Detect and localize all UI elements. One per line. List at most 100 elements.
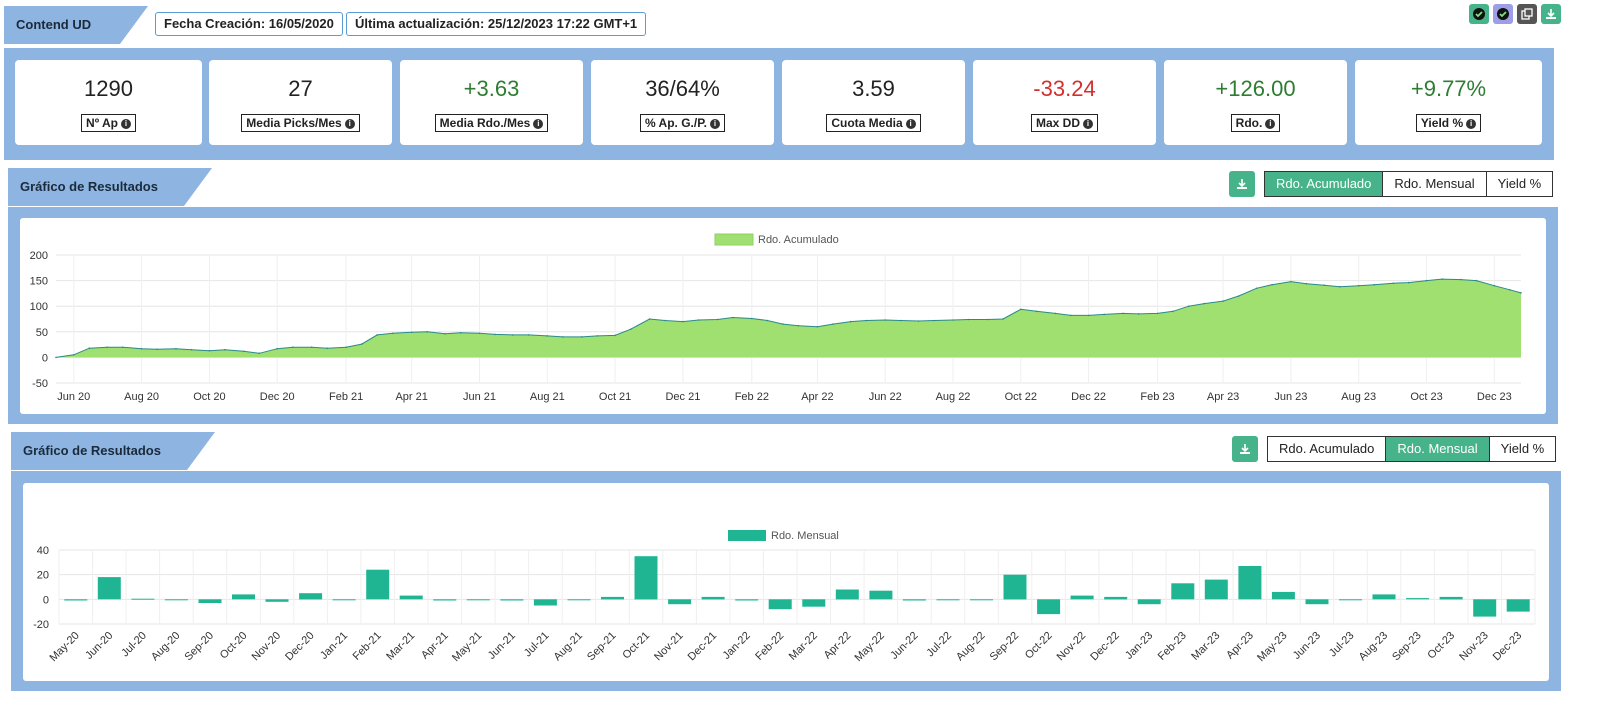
bar [1003,574,1027,600]
info-icon[interactable]: i [344,118,355,129]
data-point [782,323,784,325]
x-tick-label: Jun 20 [57,391,90,403]
data-point [952,319,954,321]
stat-label[interactable]: Cuota Media i [826,114,921,132]
x-tick-label: Aug 20 [124,391,159,403]
bar [1070,595,1094,600]
section-title-tab: Gráfico de Resultados [11,432,215,470]
x-tick-label: Jun-21 [486,630,518,662]
data-point [106,346,108,348]
bar [1439,596,1463,600]
info-icon[interactable]: i [1083,118,1093,129]
bar [1104,596,1128,600]
stat-value: +3.63 [463,76,520,101]
data-point [986,318,989,321]
info-icon[interactable]: i [1265,118,1276,129]
x-tick-label: Jul-23 [1327,630,1357,660]
bar [1372,594,1396,600]
legend-label: Rdo. Acumulado [758,234,839,246]
x-tick-label: Aug 22 [936,391,971,403]
stat-label[interactable]: Yield % i [1415,114,1482,132]
data-point [1002,318,1004,320]
rdo-mensual-button[interactable]: Rdo. Mensual [1382,172,1486,196]
y-tick-label: 50 [36,327,48,339]
copy-icon[interactable] [1517,4,1537,24]
data-point [1070,314,1072,317]
data-point [546,335,549,337]
yield-button[interactable]: Yield % [1488,437,1556,461]
download-chart-button[interactable] [1232,436,1258,462]
data-point [1137,313,1140,315]
bar [1238,566,1262,600]
x-tick-label: Mar-23 [1189,630,1222,663]
stat-label[interactable]: Max DD i [1030,114,1098,132]
y-tick-label: 20 [37,570,49,582]
rdo-acumulado-button[interactable]: Rdo. Acumulado [1265,172,1383,196]
data-point [865,319,868,322]
bar [835,589,859,600]
yield-button[interactable]: Yield % [1485,172,1553,196]
stat-value: +9.77% [1410,76,1487,101]
data-point [1271,283,1273,286]
x-tick-label: Aug 23 [1341,391,1376,403]
data-point [292,346,294,348]
stat-label[interactable]: Rdo. i [1230,114,1281,132]
x-tick-label: Feb-23 [1156,630,1189,663]
x-tick-label: Dec-20 [283,630,317,664]
data-point [1255,287,1258,290]
bar [1406,598,1430,600]
data-point [1290,280,1292,283]
stat-card-yield: +9.77% Yield % i [1355,60,1542,145]
data-point [1425,279,1428,282]
check-badge-icon[interactable] [1493,4,1513,24]
stats-panel: 1290 Nº Ap i 27 Media Picks/Mes i +3.63 Me… [4,48,1554,160]
x-tick-label: May-23 [1255,630,1289,664]
data-point [967,318,970,321]
data-point [410,331,413,334]
rdo-mensual-button[interactable]: Rdo. Mensual [1385,437,1489,461]
stat-label[interactable]: Nº Ap i [81,114,136,132]
bar [1473,599,1497,617]
chart-toggle-group: Rdo. Acumulado Rdo. Mensual Yield % [1267,436,1557,462]
info-icon[interactable]: i [533,118,544,129]
x-tick-label: Oct-21 [620,630,652,662]
x-tick-label: Dec 20 [260,391,295,403]
last-update-date: Última actualización: 25/12/2023 17:22 G… [346,12,647,36]
x-tick-label: Oct 22 [1005,391,1037,403]
data-point [917,320,920,322]
stat-label-text: Media Rdo./Mes [439,116,531,130]
x-tick-label: May-21 [450,630,484,664]
data-point [258,352,261,355]
x-tick-label: Oct-20 [218,630,250,662]
data-point [459,332,462,334]
info-icon[interactable]: i [905,118,916,129]
x-tick-label: Aug-20 [149,630,183,664]
data-point [1475,279,1478,282]
data-point [1407,281,1410,284]
data-point [697,319,700,321]
data-point [310,346,313,348]
info-icon[interactable]: i [1466,118,1477,129]
stat-label[interactable]: % Ap. G./P. i [639,114,725,132]
x-tick-label: Aug-22 [954,630,988,664]
data-point [326,347,329,349]
x-tick-label: Nov-22 [1055,630,1089,664]
x-tick-label: Jan-22 [721,630,753,662]
stat-label[interactable]: Media Rdo./Mes i [434,114,549,132]
x-tick-label: Aug-23 [1357,630,1391,664]
data-point [1357,284,1360,287]
cumulative-area-chart: -50 0 50 100 150 200 Jun 20 Aug 20 Oct 20 Dec 20 F… [30,233,1522,403]
download-icon[interactable] [1541,4,1561,24]
data-point [426,331,429,333]
stat-value: -33.24 [1033,76,1096,101]
stat-label[interactable]: Media Picks/Mes i [241,114,360,132]
x-tick-label: Sep-20 [182,630,216,664]
check-badge-icon[interactable] [1469,4,1489,24]
info-icon[interactable]: i [120,118,131,129]
x-tick-label: Feb 23 [1140,391,1174,403]
rdo-acumulado-button[interactable]: Rdo. Acumulado [1268,437,1386,461]
data-point [1222,300,1224,302]
download-chart-button[interactable] [1229,171,1255,197]
bar [768,599,792,610]
info-icon[interactable]: i [710,118,720,129]
